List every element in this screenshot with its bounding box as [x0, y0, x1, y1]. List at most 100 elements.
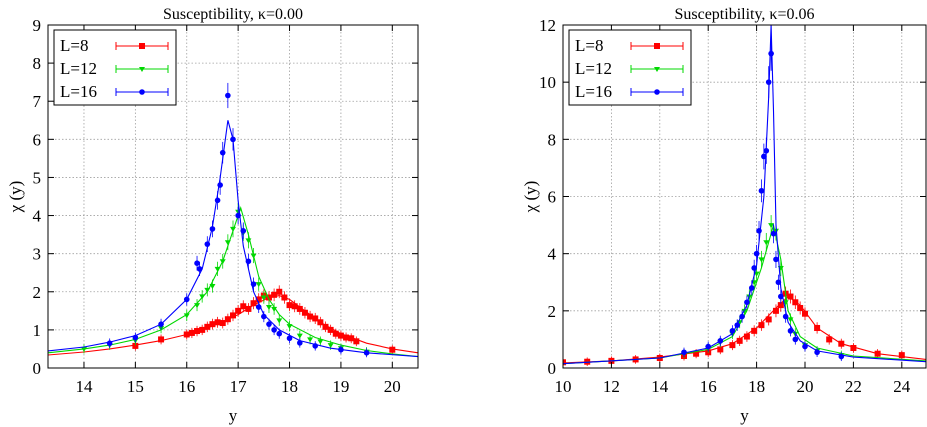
data-point	[741, 308, 748, 314]
data-point	[802, 343, 808, 350]
data-point	[353, 338, 360, 345]
data-point	[758, 322, 765, 329]
data-point	[276, 318, 283, 324]
data-point	[773, 256, 779, 263]
x-tick-label: 16	[700, 377, 717, 396]
y-tick-label: 8	[33, 54, 42, 73]
data-point	[584, 358, 591, 365]
data-point	[132, 342, 139, 349]
data-point	[250, 281, 257, 287]
data-point	[250, 253, 257, 259]
data-point	[768, 50, 774, 57]
data-point	[219, 259, 226, 265]
y-tick-label: 12	[539, 16, 556, 35]
data-point	[898, 352, 905, 359]
legend-marker	[654, 89, 660, 95]
y-axis-label: χ (y)	[6, 181, 25, 214]
data-point	[327, 343, 334, 349]
data-point	[240, 303, 247, 310]
data-point	[297, 340, 303, 346]
x-tick-label: 10	[555, 377, 572, 396]
data-point	[291, 303, 298, 310]
series-l16	[563, 25, 926, 365]
x-tick-label: 14	[651, 377, 669, 396]
x-tick-label: 15	[127, 377, 144, 396]
legend-marker	[654, 67, 660, 72]
data-point	[763, 240, 770, 246]
data-point	[230, 136, 236, 143]
data-point	[194, 303, 201, 309]
data-point	[337, 332, 344, 339]
data-point	[563, 359, 566, 366]
data-point	[778, 293, 784, 300]
data-point	[204, 323, 211, 330]
fit-line	[563, 224, 926, 365]
data-point	[792, 299, 799, 306]
legend-label: L=8	[575, 36, 603, 55]
data-point	[132, 334, 139, 341]
data-point	[748, 285, 755, 291]
fit-line	[48, 120, 418, 358]
data-point	[814, 349, 820, 356]
legend-label: L=16	[575, 82, 612, 101]
data-point	[768, 223, 775, 229]
data-point	[245, 258, 252, 265]
data-point	[307, 313, 314, 320]
data-point	[255, 296, 262, 303]
data-point	[183, 313, 190, 319]
data-point	[245, 238, 252, 244]
data-point	[271, 306, 278, 312]
data-point	[332, 330, 339, 337]
legend-marker	[139, 43, 145, 49]
data-point	[214, 266, 221, 272]
data-point	[343, 334, 350, 341]
data-point	[276, 288, 283, 295]
fit-line	[48, 206, 418, 358]
data-point	[838, 353, 845, 360]
data-point	[787, 317, 794, 323]
data-point	[772, 307, 779, 314]
y-tick-label: 6	[548, 188, 557, 207]
data-point	[183, 331, 190, 338]
data-point	[756, 228, 762, 234]
data-point	[204, 287, 211, 293]
data-point	[183, 296, 190, 303]
data-point	[235, 212, 241, 219]
data-point	[736, 337, 743, 344]
y-tick-label: 8	[548, 130, 557, 149]
data-point	[338, 346, 344, 353]
y-tick-label: 2	[33, 283, 42, 302]
data-point	[317, 339, 324, 345]
data-point	[705, 343, 711, 350]
data-point	[797, 304, 804, 311]
data-point	[199, 294, 206, 300]
data-point	[219, 149, 226, 156]
data-point	[792, 336, 799, 343]
data-point	[717, 338, 724, 344]
data-point	[261, 313, 267, 320]
legend: L=8 L=12 L=16	[568, 29, 692, 106]
data-point	[230, 312, 236, 319]
data-point	[777, 302, 784, 309]
x-axis-label: y	[229, 406, 238, 425]
data-point	[693, 350, 700, 357]
data-point	[80, 346, 87, 352]
data-point	[214, 319, 221, 326]
data-point	[838, 340, 845, 347]
y-tick-label: 0	[548, 359, 557, 378]
data-point	[199, 326, 206, 333]
data-point	[271, 327, 277, 333]
data-point	[265, 305, 272, 311]
chart-panel-2: 10 12 14 16 18 20 22 24024681012Susceptibility,…	[521, 6, 927, 425]
x-tick-label: 12	[603, 377, 620, 396]
data-point	[209, 284, 216, 290]
x-tick-label: 22	[845, 377, 862, 396]
data-point	[317, 319, 324, 326]
data-point	[245, 305, 252, 312]
series-l12	[563, 215, 926, 365]
data-point	[850, 344, 857, 351]
x-tick-label: 17	[230, 377, 248, 396]
series-l16	[48, 82, 418, 358]
data-point	[826, 336, 833, 343]
